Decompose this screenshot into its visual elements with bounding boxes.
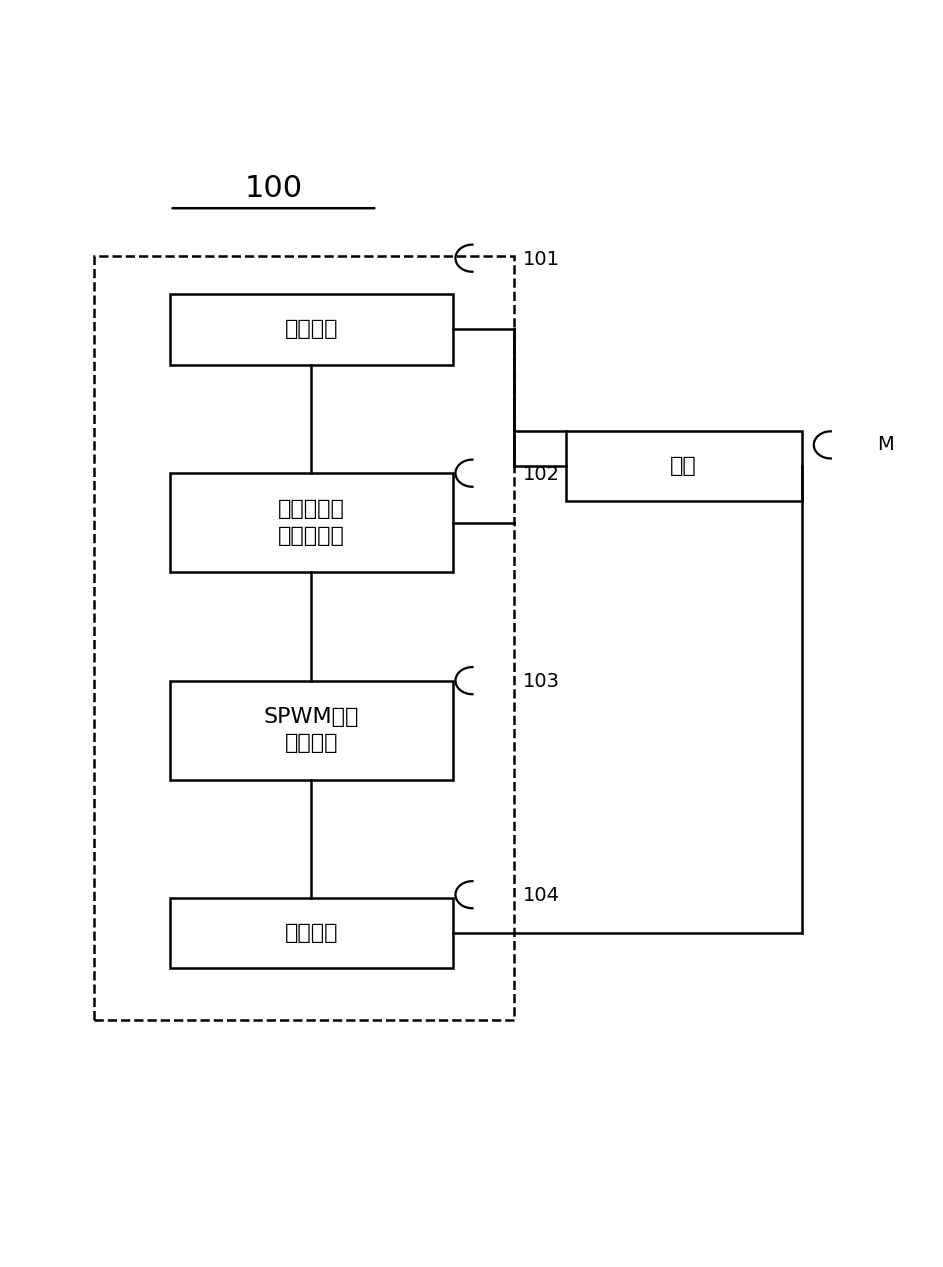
Text: 100: 100 — [244, 174, 303, 203]
Text: 相电流过零
点检测单元: 相电流过零 点检测单元 — [278, 499, 344, 546]
Text: 驱动单元: 驱动单元 — [285, 922, 338, 943]
Text: SPWM信号
产生单元: SPWM信号 产生单元 — [263, 707, 359, 754]
Text: 101: 101 — [523, 250, 560, 269]
Text: M: M — [877, 436, 894, 455]
Text: 103: 103 — [523, 672, 560, 691]
FancyBboxPatch shape — [566, 431, 802, 502]
Text: 启动单元: 启动单元 — [285, 319, 338, 340]
FancyBboxPatch shape — [170, 294, 453, 365]
Text: 104: 104 — [523, 886, 560, 905]
FancyBboxPatch shape — [170, 680, 453, 779]
Text: 102: 102 — [523, 465, 560, 484]
FancyBboxPatch shape — [170, 897, 453, 968]
FancyBboxPatch shape — [170, 473, 453, 573]
Text: 电机: 电机 — [670, 456, 697, 476]
